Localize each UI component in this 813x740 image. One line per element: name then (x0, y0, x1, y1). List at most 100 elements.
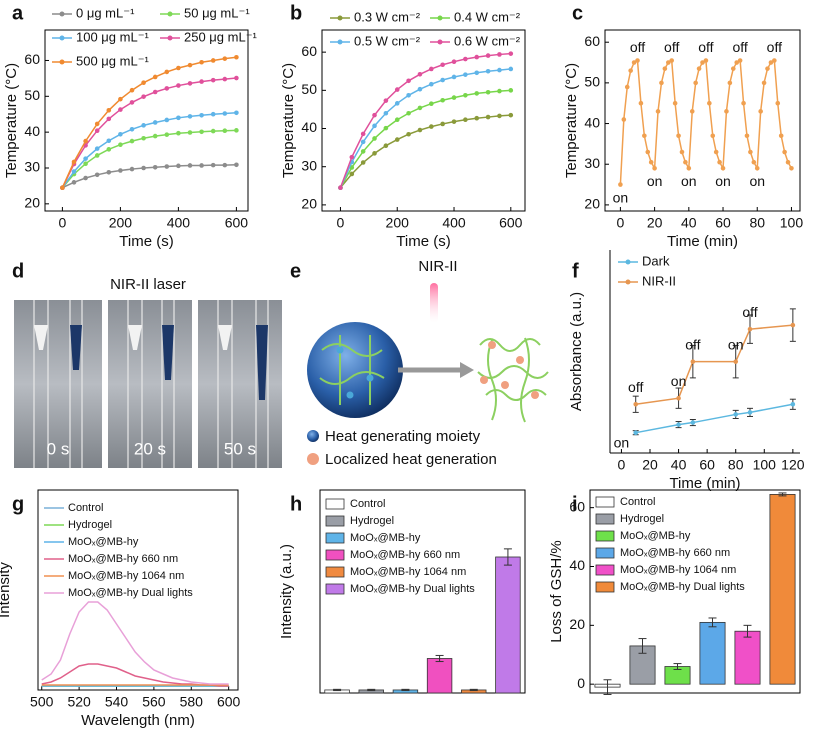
x-tick-label: 520 (67, 694, 91, 710)
data-point (234, 162, 239, 168)
plot-frame (321, 29, 526, 212)
data-point (394, 117, 400, 123)
data-point (141, 94, 146, 99)
panel-label: i (572, 493, 578, 515)
legend-swatch (437, 15, 443, 21)
legend-text: 50 μg mL⁻¹ (184, 5, 250, 20)
data-point (372, 136, 377, 141)
data-point (733, 359, 739, 364)
data-point (638, 100, 644, 106)
data-point (129, 87, 135, 93)
legend-swatch (167, 35, 173, 41)
data-point (234, 75, 239, 81)
data-point (485, 89, 491, 95)
data-point (508, 66, 514, 72)
data-point (676, 422, 681, 427)
data-point (210, 162, 216, 168)
x-tick-label: 120 (781, 457, 805, 473)
data-point (485, 53, 491, 58)
x-tick-label: 60 (715, 215, 731, 231)
x-axis-label: Time (min) (669, 475, 740, 492)
data-point (679, 149, 685, 155)
data-point (118, 142, 123, 147)
data-point (635, 58, 640, 63)
data-point (406, 92, 411, 98)
y-tick-label: 30 (24, 159, 40, 175)
data-point (703, 58, 709, 63)
panel-label: g (12, 493, 24, 515)
data-point (672, 100, 678, 106)
panel-label: c (572, 2, 583, 24)
y-axis-label: Intensity (0, 562, 13, 618)
data-point (451, 119, 457, 124)
y-tick-label: 20 (24, 195, 40, 211)
data-point (349, 154, 355, 160)
plot-frame (44, 29, 249, 212)
data-point (372, 151, 377, 156)
x-tick-label: 500 (30, 694, 54, 710)
data-point (676, 395, 681, 401)
data-point (141, 165, 146, 171)
y-tick-label: 20 (584, 196, 600, 212)
x-tick-label: 600 (499, 215, 523, 231)
data-point (737, 58, 743, 63)
bar (734, 630, 761, 685)
data-point (383, 143, 389, 149)
legend-text: 0.5 W cm⁻² (354, 33, 421, 48)
data-point (164, 132, 170, 137)
data-point (429, 101, 434, 106)
legend-text: Hydrogel (68, 519, 112, 531)
data-point (222, 56, 228, 61)
y-tick-label: 30 (584, 155, 600, 171)
data-point (94, 153, 100, 158)
data-point (707, 100, 712, 106)
data-point (383, 125, 389, 131)
annotation: off (685, 336, 700, 352)
legend-swatch (307, 453, 319, 465)
data-point (733, 412, 739, 417)
data-point (83, 175, 88, 181)
y-axis-label: Temperature (°C) (3, 63, 20, 178)
data-point (690, 420, 696, 425)
data-point (417, 86, 423, 92)
x-tick-label: 200 (386, 215, 410, 231)
data-point (633, 401, 639, 407)
annotation: on (647, 173, 663, 189)
legend-swatch (337, 39, 343, 45)
photo (108, 300, 192, 468)
data-point (187, 130, 193, 135)
data-point (83, 156, 88, 161)
bar (769, 494, 796, 685)
data-point (686, 165, 692, 171)
annotation: on (671, 373, 687, 389)
gel-blue (70, 325, 82, 370)
legend-text: 0.4 W cm⁻² (454, 9, 521, 24)
y-tick-label: 60 (24, 51, 40, 67)
legend-swatch (595, 564, 615, 576)
panel-e: e NIR-II Heat generating moiety Localize… (290, 258, 549, 468)
data-point (106, 147, 112, 152)
data-point (727, 80, 733, 86)
data-point (775, 100, 781, 106)
annotation: off (767, 39, 782, 55)
legend-text: Localized heat generation (325, 451, 497, 468)
y-tick-label: 0 (577, 675, 585, 691)
panel-d: d NIR-II laser 0 s 20 s 50 s (12, 260, 282, 468)
photo-title: NIR-II laser (110, 276, 186, 293)
data-point (164, 86, 170, 91)
plot-frame (37, 489, 239, 691)
data-point (222, 162, 228, 168)
series-line (635, 324, 793, 406)
data-point (485, 68, 491, 74)
data-point (71, 159, 77, 165)
legend-text: Control (620, 496, 655, 508)
annotation: off (732, 39, 747, 55)
data-point (176, 83, 181, 88)
panel-label: b (290, 2, 302, 24)
data-point (199, 79, 204, 84)
x-axis-label: Wavelength (nm) (81, 712, 195, 729)
y-axis-label: Temperature (°C) (280, 63, 297, 178)
data-point (508, 88, 514, 93)
data-point (676, 133, 681, 139)
series-line (339, 89, 511, 189)
